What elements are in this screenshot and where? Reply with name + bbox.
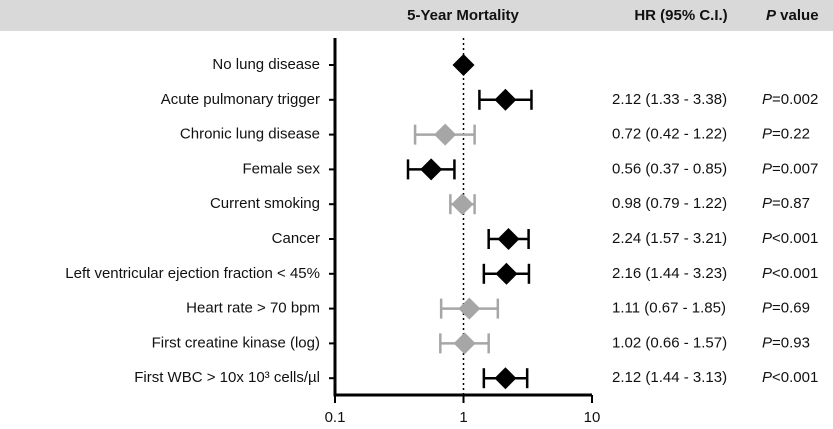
row-label: Current smoking	[210, 195, 320, 212]
row-label: Cancer	[272, 230, 320, 247]
x-tick-label: 10	[584, 409, 601, 426]
hr-label: 2.16 (1.44 - 3.23)	[612, 265, 727, 282]
hr-diamond	[458, 297, 481, 320]
row-label: Female sex	[242, 160, 320, 177]
hr-label: 2.12 (1.44 - 3.13)	[612, 369, 727, 386]
hr-diamond	[497, 228, 520, 250]
hr-diamond	[494, 88, 517, 111]
hr-label: 0.72 (0.42 - 1.22)	[612, 126, 727, 143]
p-label: P=0.93	[762, 334, 810, 351]
hr-label: 2.24 (1.57 - 3.21)	[612, 230, 727, 247]
p-label: P=0.002	[762, 91, 818, 108]
p-label: P=0.87	[762, 195, 810, 212]
hr-diamond	[420, 158, 443, 181]
p-label: P=0.22	[762, 126, 810, 143]
hr-diamond	[495, 262, 518, 285]
hr-label: 0.98 (0.79 - 1.22)	[612, 195, 727, 212]
p-label: P=0.007	[762, 160, 818, 177]
row-label: No lung disease	[212, 56, 320, 73]
hr-diamond	[494, 367, 517, 390]
hr-label: 0.56 (0.37 - 0.85)	[612, 160, 727, 177]
p-label: P=0.69	[762, 300, 810, 317]
hr-diamond	[434, 123, 457, 146]
p-header: P value	[766, 7, 819, 24]
row-label: Chronic lung disease	[180, 126, 320, 143]
row-label: First WBC > 10x 10³ cells/µl	[134, 369, 320, 386]
row-label: Heart rate > 70 bpm	[186, 300, 320, 317]
hr-label: 1.02 (0.66 - 1.57)	[612, 334, 727, 351]
hr-label: 1.11 (0.67 - 1.85)	[612, 300, 726, 317]
p-label: P<0.001	[762, 369, 818, 386]
x-tick-label: 1	[459, 409, 467, 426]
row-label: Acute pulmonary trigger	[161, 91, 320, 108]
row-label: Left ventricular ejection fraction < 45%	[65, 265, 320, 282]
row-label: First creatine kinase (log)	[152, 334, 320, 351]
plot-header: 5-Year Mortality	[407, 7, 519, 24]
x-tick-label: 0.1	[325, 409, 346, 426]
hr-header: HR (95% C.I.)	[634, 7, 727, 24]
hr-diamond	[453, 332, 476, 355]
hr-diamond	[452, 54, 475, 76]
hr-diamond	[451, 193, 474, 216]
hr-label: 2.12 (1.33 - 3.38)	[612, 91, 727, 108]
header-band	[0, 0, 833, 31]
p-label: P<0.001	[762, 265, 818, 282]
p-label: P<0.001	[762, 230, 818, 247]
